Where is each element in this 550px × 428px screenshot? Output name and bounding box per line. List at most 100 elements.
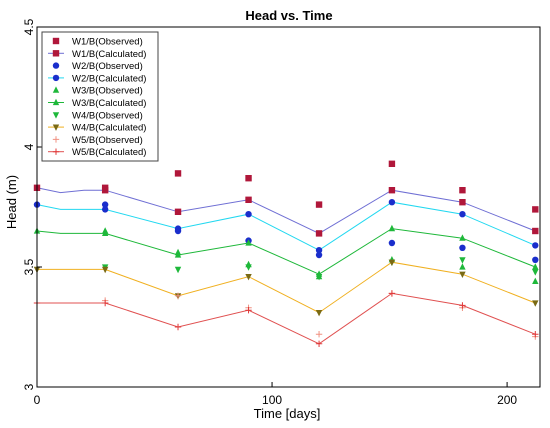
data-point (388, 239, 396, 247)
data-point (174, 266, 182, 274)
x-tick-label: 0 (34, 393, 41, 407)
series-line (36, 201, 536, 251)
data-point (459, 211, 466, 218)
plot-area (33, 160, 539, 347)
legend-label: W2/B(Observed) (72, 61, 143, 72)
series-line (36, 228, 536, 275)
data-point (245, 307, 252, 314)
data-point (101, 201, 109, 208)
data-point (459, 199, 466, 206)
legend-marker (52, 74, 60, 82)
legend-label: W4/B(Observed) (72, 110, 143, 121)
data-point (245, 211, 252, 218)
series-line (37, 261, 536, 314)
data-point (174, 225, 182, 232)
data-point (315, 251, 323, 259)
data-point (532, 206, 539, 213)
data-point (174, 251, 182, 258)
legend-item: W4/B(Observed) (52, 110, 143, 121)
x-tick-label: 100 (262, 393, 282, 407)
plot-frame (36, 26, 541, 388)
legend-label: W2/B(Calculated) (72, 73, 146, 84)
legend-item: W3/B(Calculated) (48, 98, 146, 109)
data-point (315, 230, 323, 237)
legend-item: W1/B(Observed) (52, 37, 143, 48)
data-point (532, 242, 539, 249)
data-point (101, 206, 109, 213)
legend-marker (52, 86, 60, 93)
legend-label: W4/B(Calculated) (72, 123, 146, 134)
data-point (315, 310, 323, 317)
legend-item: W2/B(Calculated) (48, 73, 146, 84)
data-point (532, 256, 539, 263)
data-point (532, 227, 539, 235)
data-point (315, 340, 323, 347)
data-point (101, 187, 109, 194)
data-point (459, 271, 466, 278)
data-point (459, 263, 466, 270)
data-point (459, 187, 466, 194)
legend-marker (52, 50, 60, 57)
data-point (388, 199, 396, 206)
data-point (315, 331, 323, 338)
series-line (36, 187, 536, 234)
data-point (101, 299, 109, 307)
data-point (315, 247, 323, 254)
legend-item: W5/B(Calculated) (48, 147, 146, 158)
legend-item: W1/B(Calculated) (48, 49, 146, 60)
legend-item: W2/B(Observed) (52, 61, 143, 72)
legend-marker (52, 37, 60, 45)
data-point (388, 187, 396, 194)
data-point (245, 175, 252, 182)
y-axis-label: Head (m) (4, 175, 19, 229)
legend-marker (52, 136, 60, 143)
y-tick-label: 4 (22, 143, 36, 150)
data-point (245, 264, 252, 271)
axis-ticks: 0 100 200 3 3.5 4 4.5 (22, 18, 517, 407)
chart-title: Head vs. Time (245, 8, 332, 23)
data-point (101, 229, 109, 236)
y-tick-label: 3 (22, 383, 36, 390)
legend-label: W1/B(Calculated) (72, 49, 146, 60)
data-point (315, 274, 323, 281)
data-point (459, 302, 466, 309)
legend-marker (52, 148, 60, 155)
data-point (388, 224, 396, 232)
data-point (459, 234, 466, 241)
data-point (459, 244, 466, 251)
legend-label: W5/B(Calculated) (72, 147, 146, 158)
data-point (388, 259, 396, 266)
data-point (174, 170, 182, 177)
data-point (174, 323, 182, 331)
series-line (37, 292, 536, 345)
legend-marker (52, 98, 60, 106)
data-point (388, 290, 396, 297)
data-point (532, 269, 539, 276)
legend-label: W3/B(Calculated) (72, 98, 146, 109)
legend-marker (52, 112, 60, 119)
legend-item: W3/B(Observed) (52, 86, 143, 97)
legend-item: W5/B(Observed) (52, 135, 143, 146)
legend: W1/B(Observed)W1/B(Calculated)W2/B(Obser… (41, 31, 159, 162)
data-point (532, 263, 539, 270)
x-axis-label: Time [days] (254, 406, 321, 421)
data-point (388, 160, 396, 167)
data-point (459, 257, 466, 264)
data-point (174, 208, 182, 215)
data-point (101, 266, 109, 274)
data-point (245, 274, 252, 281)
data-point (245, 196, 252, 203)
legend-marker (52, 62, 60, 69)
legend-label: W1/B(Observed) (72, 37, 143, 48)
data-point (532, 300, 539, 307)
legend-item: W4/B(Calculated) (48, 123, 146, 134)
legend-label: W3/B(Observed) (72, 86, 143, 97)
y-tick-label: 4.5 (22, 18, 36, 35)
legend-label: W5/B(Observed) (72, 135, 143, 146)
data-point (315, 201, 323, 208)
data-point (532, 331, 539, 338)
y-tick-label: 3.5 (22, 258, 36, 275)
x-tick-label: 200 (497, 393, 517, 407)
legend-marker (52, 124, 60, 131)
